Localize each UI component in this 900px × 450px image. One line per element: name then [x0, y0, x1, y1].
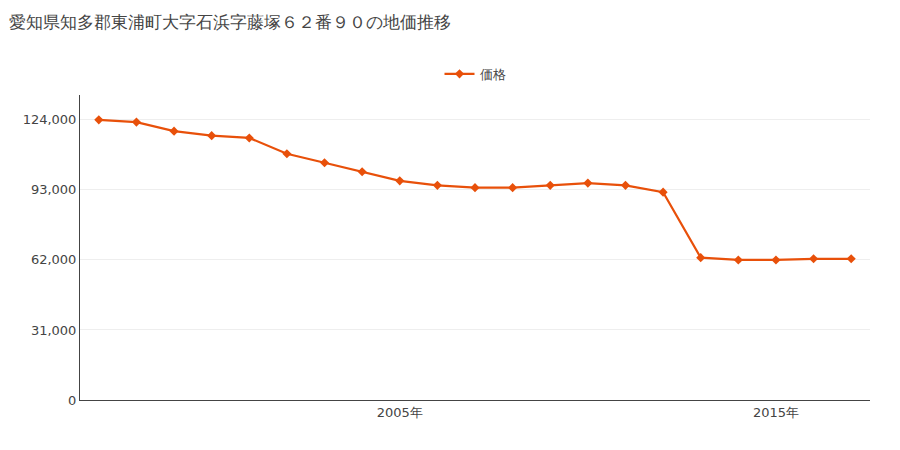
svg-text:愛知県知多郡東浦町大字石浜字藤塚６２番９０の地価推移: 愛知県知多郡東浦町大字石浜字藤塚６２番９０の地価推移: [9, 12, 451, 32]
svg-text:93,000: 93,000: [31, 182, 77, 197]
svg-text:31,000: 31,000: [31, 323, 77, 338]
svg-text:2015年: 2015年: [753, 405, 799, 420]
svg-text:価格: 価格: [480, 67, 506, 82]
svg-text:124,000: 124,000: [23, 112, 77, 127]
svg-text:62,000: 62,000: [31, 252, 77, 267]
svg-text:0: 0: [68, 393, 76, 408]
svg-text:2005年: 2005年: [377, 405, 423, 420]
